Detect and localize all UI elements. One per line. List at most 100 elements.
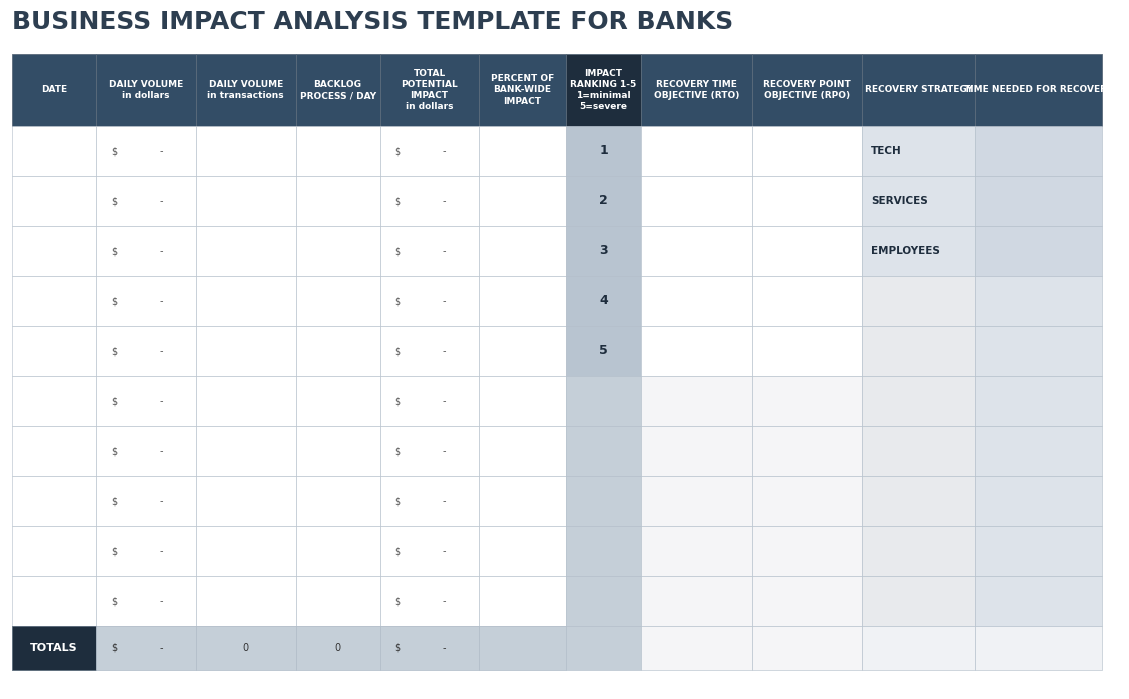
Bar bbox=[379, 526, 480, 576]
Bar bbox=[480, 376, 566, 426]
Bar bbox=[566, 54, 641, 126]
Bar bbox=[566, 276, 641, 326]
Text: IMPACT
RANKING 1-5
1=minimal
5=severe: IMPACT RANKING 1-5 1=minimal 5=severe bbox=[570, 69, 637, 111]
Bar bbox=[752, 376, 861, 426]
Text: TIME NEEDED FOR RECOVERY: TIME NEEDED FOR RECOVERY bbox=[964, 85, 1113, 94]
Bar bbox=[11, 176, 96, 226]
Bar bbox=[480, 526, 566, 576]
Bar bbox=[641, 376, 752, 426]
Bar bbox=[861, 626, 975, 670]
Text: 2: 2 bbox=[599, 194, 607, 208]
Bar bbox=[975, 426, 1102, 476]
Text: $: $ bbox=[395, 296, 401, 306]
Text: 0: 0 bbox=[334, 643, 341, 653]
Bar bbox=[566, 376, 641, 426]
Text: -: - bbox=[443, 496, 446, 506]
Bar bbox=[296, 426, 379, 476]
Text: -: - bbox=[443, 146, 446, 156]
Bar bbox=[566, 426, 641, 476]
Bar bbox=[566, 576, 641, 626]
Bar bbox=[11, 54, 96, 126]
Bar bbox=[861, 226, 975, 276]
Bar bbox=[11, 276, 96, 326]
Text: $: $ bbox=[111, 446, 117, 456]
Text: -: - bbox=[443, 446, 446, 456]
Text: $: $ bbox=[111, 146, 117, 156]
Bar bbox=[296, 126, 379, 176]
Text: -: - bbox=[443, 596, 446, 606]
Bar bbox=[641, 526, 752, 576]
Text: 1: 1 bbox=[599, 145, 607, 157]
Bar bbox=[641, 476, 752, 526]
Text: BACKLOG
PROCESS / DAY: BACKLOG PROCESS / DAY bbox=[299, 80, 376, 100]
Text: $: $ bbox=[111, 496, 117, 506]
Bar bbox=[641, 126, 752, 176]
Text: $: $ bbox=[395, 546, 401, 556]
Bar bbox=[975, 626, 1102, 670]
Text: -: - bbox=[443, 296, 446, 306]
Text: $: $ bbox=[395, 346, 401, 356]
Bar bbox=[641, 226, 752, 276]
Bar bbox=[195, 126, 296, 176]
Bar bbox=[379, 226, 480, 276]
Bar bbox=[752, 326, 861, 376]
Bar bbox=[480, 276, 566, 326]
Bar bbox=[379, 276, 480, 326]
Text: $: $ bbox=[111, 643, 117, 653]
Text: -: - bbox=[443, 196, 446, 206]
Bar bbox=[975, 176, 1102, 226]
Text: $: $ bbox=[111, 396, 117, 406]
Bar bbox=[296, 326, 379, 376]
Bar bbox=[195, 54, 296, 126]
Bar bbox=[480, 326, 566, 376]
Bar bbox=[195, 226, 296, 276]
Text: RECOVERY STRATEGY: RECOVERY STRATEGY bbox=[865, 85, 973, 94]
Bar bbox=[861, 54, 975, 126]
Bar bbox=[96, 176, 195, 226]
Bar bbox=[96, 54, 195, 126]
Text: -: - bbox=[159, 546, 163, 556]
Text: TECH: TECH bbox=[872, 146, 902, 156]
Bar bbox=[480, 226, 566, 276]
Bar bbox=[566, 126, 641, 176]
Bar bbox=[296, 276, 379, 326]
Bar bbox=[96, 426, 195, 476]
Bar bbox=[379, 326, 480, 376]
Text: -: - bbox=[443, 396, 446, 406]
Text: 5: 5 bbox=[599, 345, 607, 357]
Text: $: $ bbox=[395, 596, 401, 606]
Bar bbox=[752, 226, 861, 276]
Bar bbox=[480, 426, 566, 476]
Text: $: $ bbox=[111, 346, 117, 356]
Bar bbox=[566, 626, 641, 670]
Bar bbox=[641, 176, 752, 226]
Text: EMPLOYEES: EMPLOYEES bbox=[872, 246, 940, 256]
Text: DATE: DATE bbox=[41, 85, 67, 94]
Bar bbox=[752, 426, 861, 476]
Bar bbox=[379, 54, 480, 126]
Text: $: $ bbox=[395, 643, 401, 653]
Bar bbox=[296, 476, 379, 526]
Bar bbox=[975, 326, 1102, 376]
Text: $: $ bbox=[395, 496, 401, 506]
Bar bbox=[861, 376, 975, 426]
Bar bbox=[96, 326, 195, 376]
Bar bbox=[975, 226, 1102, 276]
Text: RECOVERY POINT
OBJECTIVE (RPO): RECOVERY POINT OBJECTIVE (RPO) bbox=[763, 80, 850, 100]
Bar bbox=[752, 476, 861, 526]
Bar bbox=[480, 126, 566, 176]
Bar bbox=[975, 126, 1102, 176]
Bar bbox=[566, 326, 641, 376]
Bar bbox=[195, 526, 296, 576]
Bar bbox=[195, 276, 296, 326]
Bar bbox=[641, 276, 752, 326]
Text: $: $ bbox=[111, 596, 117, 606]
Bar bbox=[480, 626, 566, 670]
Bar bbox=[861, 576, 975, 626]
Bar bbox=[379, 626, 480, 670]
Text: -: - bbox=[159, 396, 163, 406]
Text: 4: 4 bbox=[599, 294, 607, 308]
Bar bbox=[11, 376, 96, 426]
Text: $: $ bbox=[395, 246, 401, 256]
Bar bbox=[975, 476, 1102, 526]
